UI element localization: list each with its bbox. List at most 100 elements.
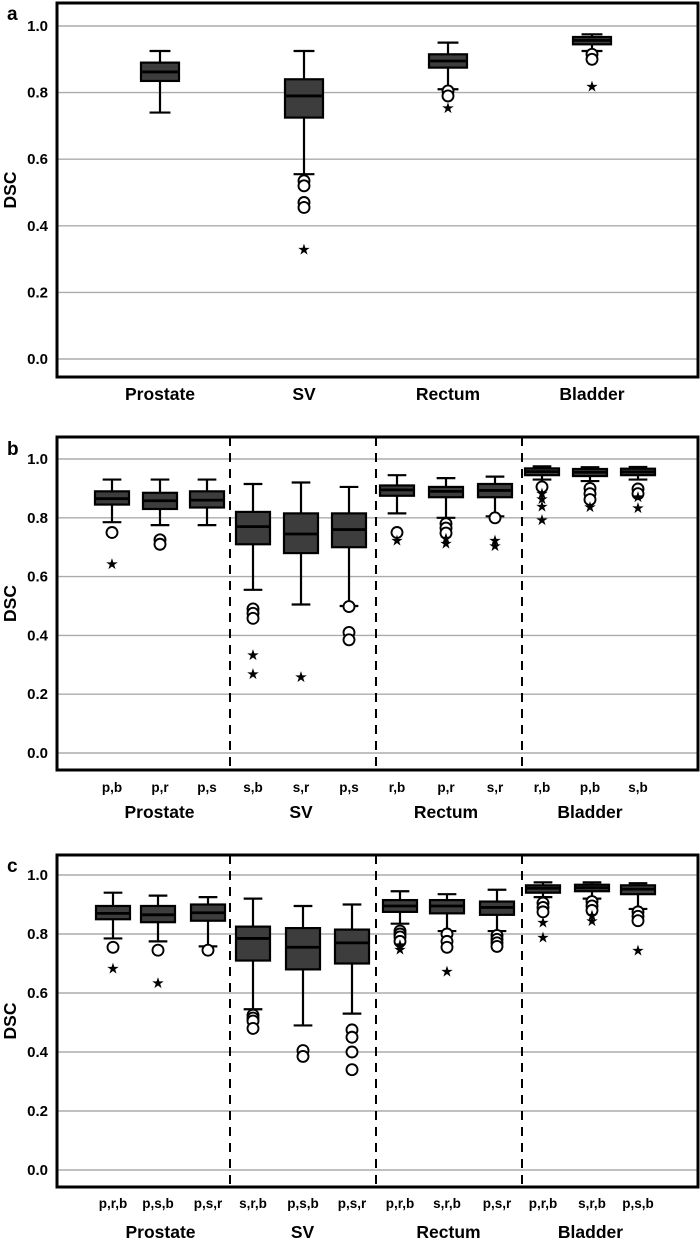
outlier-circle (246, 1021, 260, 1035)
y-axis-label: DSC (0, 585, 20, 622)
boxplot-SV-p,s,b (284, 904, 322, 1063)
outlier-star: ★ (105, 555, 118, 573)
outlier-circle (345, 1030, 359, 1044)
outlier-star: ★ (583, 498, 596, 516)
y-tick-label: 0.6 (27, 569, 48, 586)
outlier-star: ★ (631, 942, 644, 960)
boxplot-Rectum: ★ (427, 41, 469, 117)
group-label: Rectum (416, 1222, 480, 1240)
iqr-box (284, 926, 322, 971)
outlier-star: ★ (393, 940, 406, 958)
outlier-circle (583, 493, 597, 507)
boxplot-Bladder-p,b: ★ (571, 466, 609, 516)
box-sub-label: p,s,b (287, 1196, 319, 1211)
outlier-circle (631, 487, 645, 501)
box-sub-label: s,b (243, 780, 263, 795)
y-tick-label: 0.4 (27, 218, 49, 235)
boxplot-Prostate-p,s (188, 478, 226, 527)
outlier-star: ★ (535, 511, 548, 529)
y-tick-label: 0.8 (27, 926, 48, 943)
group-label: Bladder (557, 802, 622, 822)
outlier-star: ★ (535, 498, 548, 516)
boxplot-SV-s,r: ★ (282, 481, 320, 686)
outlier-circle (297, 201, 311, 214)
outlier-circle (439, 526, 453, 540)
outlier-circle (535, 480, 549, 494)
outlier-star: ★ (585, 906, 598, 924)
outlier-circle (297, 179, 311, 193)
box-sub-label: r,b (534, 780, 551, 795)
y-tick-label: 0.2 (27, 284, 48, 301)
outlier-star: ★ (631, 488, 644, 506)
outlier-circle (246, 611, 260, 625)
y-tick-label: 0.6 (27, 151, 48, 168)
outlier-circle (153, 537, 167, 551)
outlier-circle (342, 600, 356, 614)
boxplot-Bladder-p,s,b: ★ (619, 882, 657, 960)
y-tick-label: 0.4 (27, 1044, 49, 1061)
outlier-star: ★ (535, 484, 548, 502)
boxplot-SV-p,s,r (333, 903, 371, 1077)
boxplot-Prostate-p,s,b: ★ (139, 894, 177, 992)
group-label: SV (291, 1222, 315, 1240)
outlier-circle (345, 1045, 359, 1059)
box-sub-label: p,s (197, 780, 217, 795)
outlier-star: ★ (294, 668, 307, 686)
group-label: Bladder (558, 1222, 623, 1240)
outlier-star: ★ (535, 490, 548, 508)
box-sub-label: r,b (389, 780, 406, 795)
group-label: SV (289, 802, 313, 822)
group-label: Rectum (416, 384, 480, 404)
y-tick-label: 0.2 (27, 686, 48, 703)
panel-b-label: b (7, 439, 19, 460)
panel-b-plot: 1.00.80.60.40.20.0★p,b p,r p,sProstate★★s,… (0, 435, 700, 822)
outlier-star: ★ (536, 928, 549, 946)
outlier-circle (105, 526, 119, 539)
outlier-star: ★ (106, 959, 119, 977)
outlier-circle (585, 903, 599, 917)
boxplot-Rectum-s,r: ★★ (476, 475, 514, 555)
box-sub-label: p,s,r (338, 1196, 367, 1211)
plot-frame (55, 1, 700, 379)
outlier-circle (151, 943, 165, 957)
y-tick-label: 0.8 (27, 85, 48, 102)
y-tick-label: 0.6 (27, 985, 48, 1002)
outlier-circle (536, 905, 550, 919)
outlier-circle (488, 511, 502, 525)
iqr-box (283, 78, 325, 119)
outlier-star: ★ (440, 962, 453, 980)
iqr-box (234, 925, 272, 962)
outlier-star: ★ (585, 77, 598, 95)
y-tick-label: 1.0 (27, 451, 48, 468)
boxplot-SV-s,b: ★★ (234, 482, 272, 683)
group-label: Prostate (125, 1222, 195, 1240)
boxplot-Prostate-p,s,r (189, 896, 227, 957)
y-tick-label: 0.0 (27, 745, 48, 762)
box-sub-label: s,r,b (578, 1196, 606, 1211)
box-sub-label: s,b (628, 780, 648, 795)
outlier-star: ★ (488, 537, 501, 555)
panel-a-label: a (7, 4, 18, 25)
box-sub-label: p,b (580, 780, 600, 795)
boxplot-SV: ★ (283, 49, 325, 259)
iqr-box (333, 928, 371, 965)
outlier-star: ★ (390, 531, 403, 549)
plot-frame (55, 435, 700, 772)
boxplot-Rectum-s,r,b: ★ (428, 893, 466, 980)
outlier-circle (106, 940, 120, 954)
boxplot-SV-s,r,b (234, 897, 272, 1035)
boxplot-Prostate-p,b: ★ (93, 478, 131, 573)
panel-a-plot: 1.0 0.8 0.6 0.4 0.2 0.0 Prostate ★ SV ★ Rectum ★ Bla… (0, 1, 700, 404)
box-sub-label: p,r,b (99, 1196, 128, 1211)
outlier-circle (390, 526, 404, 539)
box-sub-label: p,r,b (529, 1196, 558, 1211)
box-sub-label: p,s,b (622, 1196, 654, 1211)
box-sub-label: s,r (487, 780, 504, 795)
box-sub-label: s,r,b (239, 1196, 267, 1211)
outlier-star: ★ (297, 241, 310, 259)
boxplot-Prostate-p,r,b: ★ (94, 891, 132, 977)
outlier-circle (440, 940, 454, 954)
plot-frame (55, 853, 700, 1189)
boxplot-Bladder-s,r,b: ★★ (573, 881, 611, 930)
